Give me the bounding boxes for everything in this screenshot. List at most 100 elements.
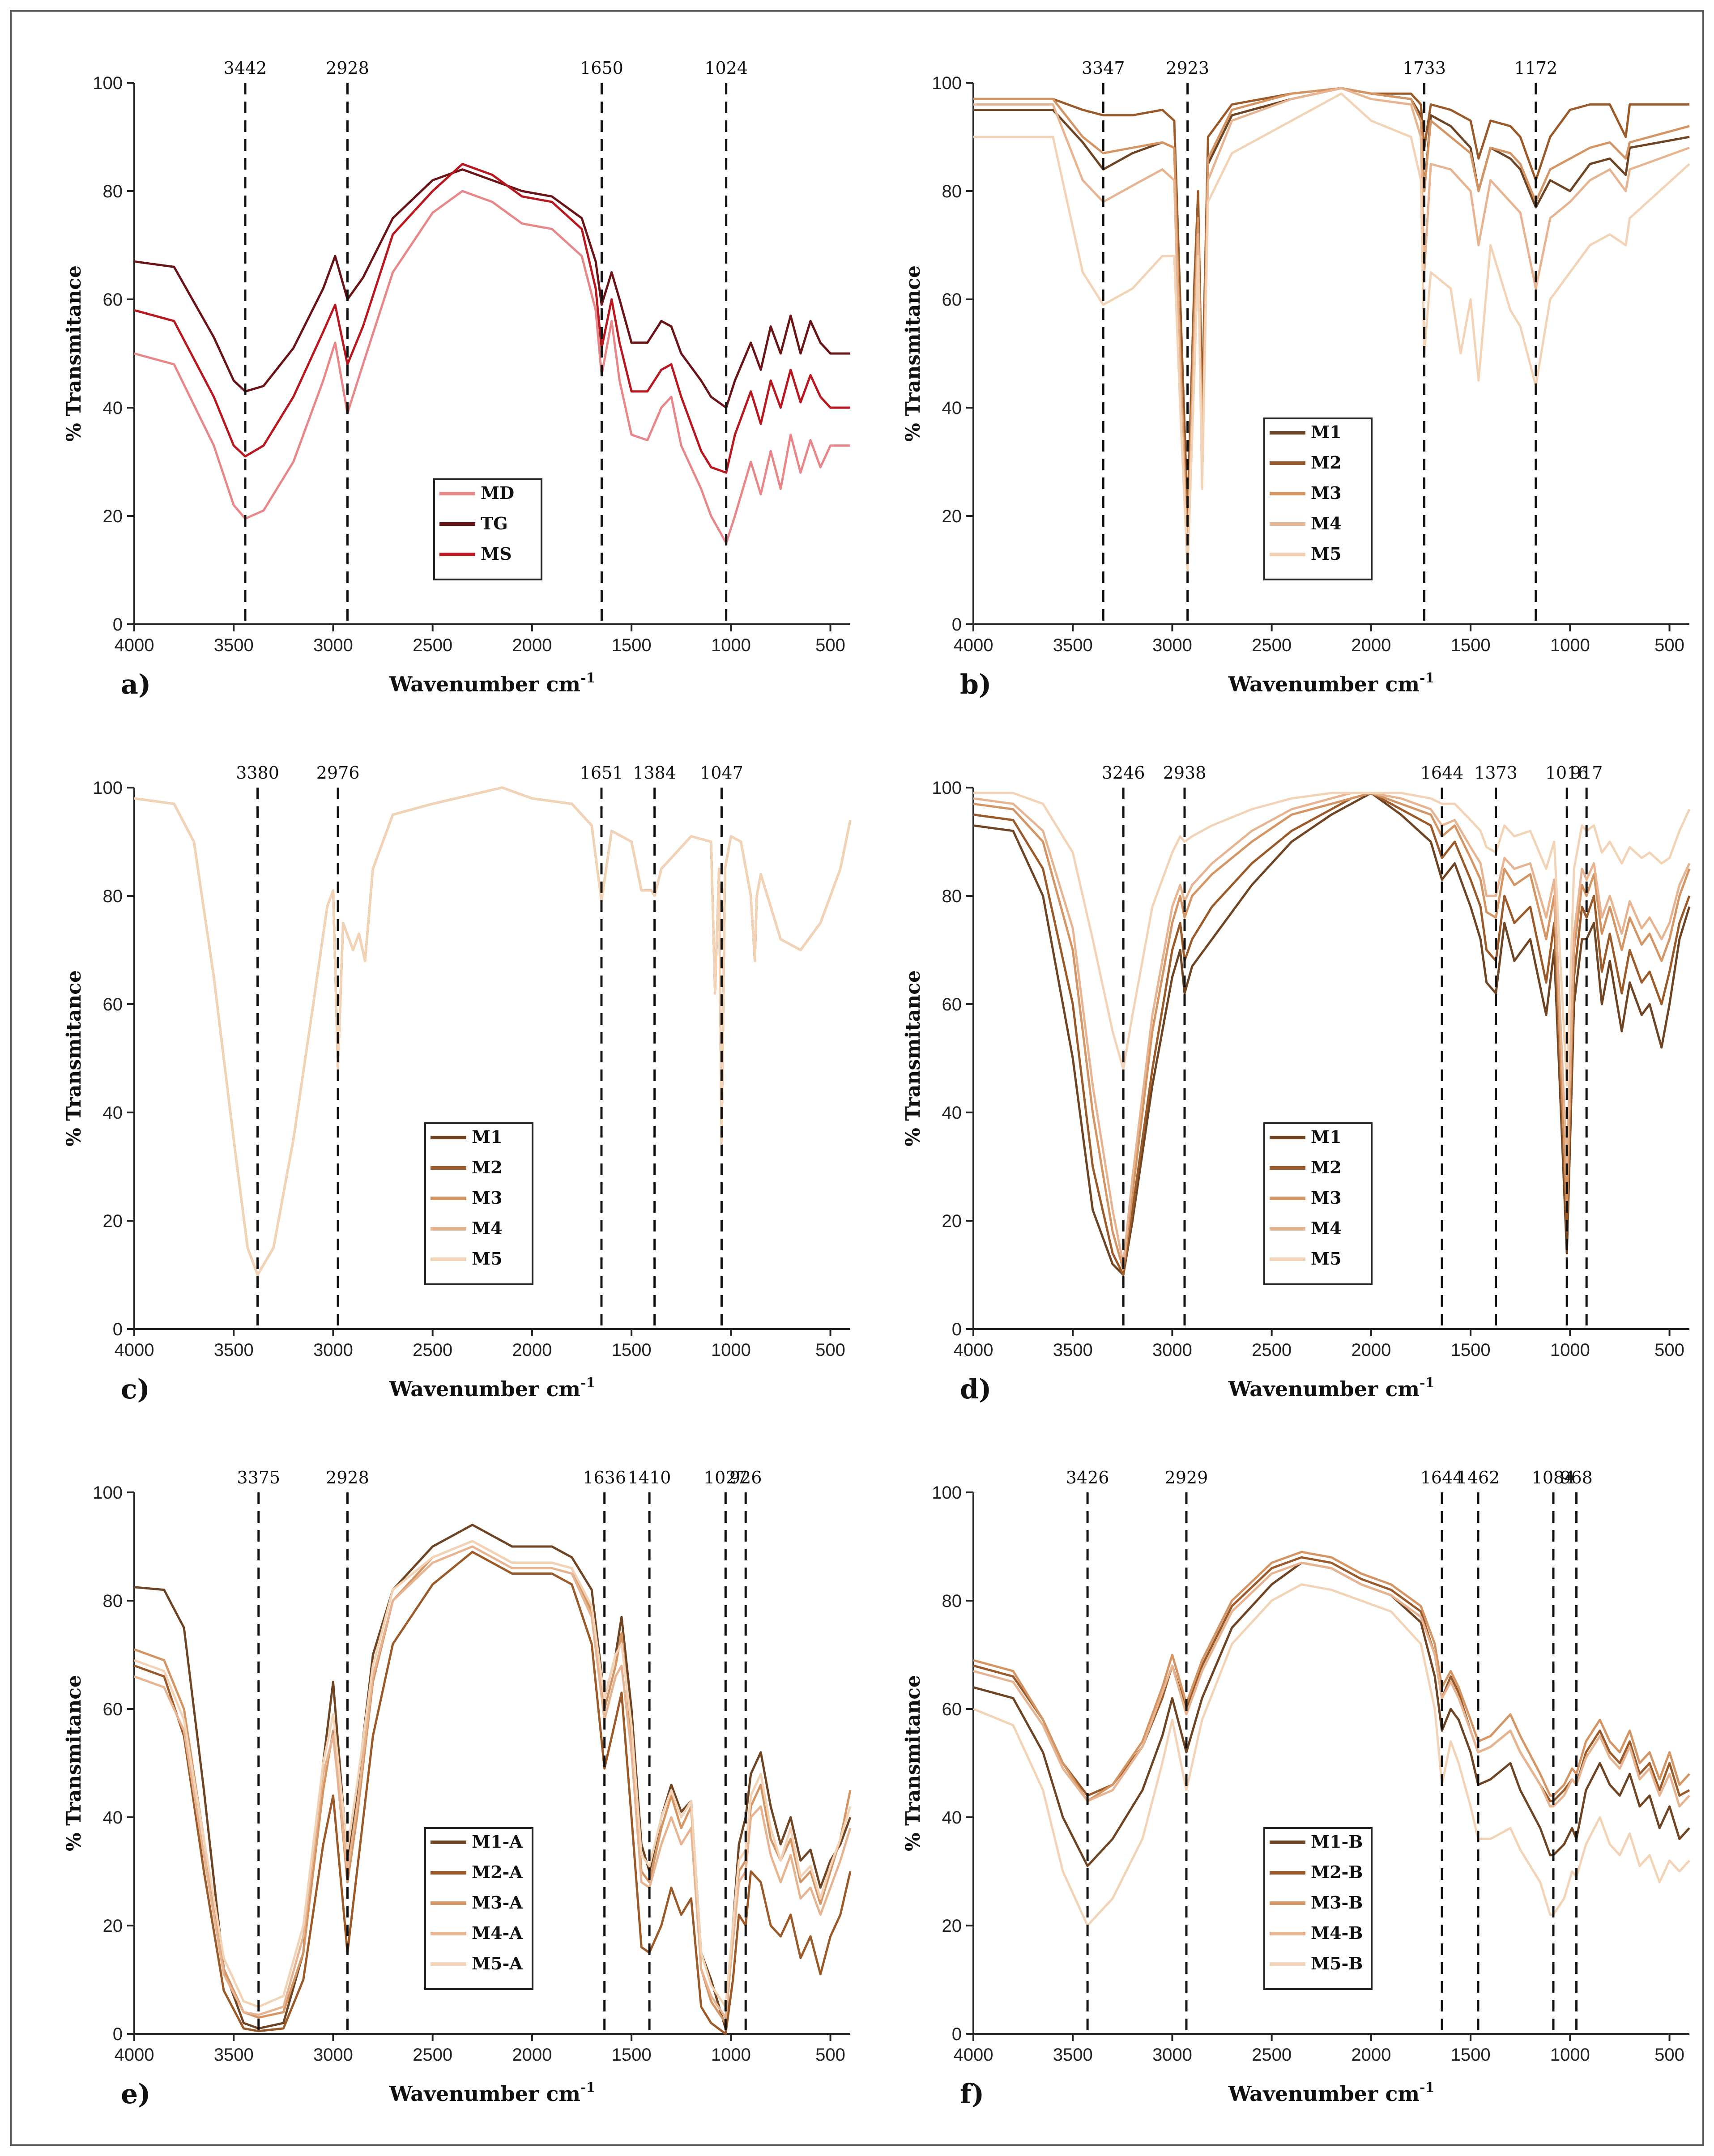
series-line-m1-b bbox=[973, 1561, 1690, 1867]
annotation-label: 2928 bbox=[326, 1468, 369, 1487]
legend-entry: M1 bbox=[1311, 422, 1342, 442]
panel-b: 0 20 40 60 80 100 4000 3500 3000 2500 2000 1500 1000… bbox=[902, 58, 1690, 700]
series-line-tg bbox=[134, 168, 850, 409]
x-tick-label: 500 bbox=[1654, 635, 1684, 655]
legend-entry: M3 bbox=[1311, 1188, 1342, 1208]
series-line-m2-a bbox=[134, 1551, 852, 2035]
series-line-m5 bbox=[973, 92, 1690, 571]
y-tick-label: 80 bbox=[942, 182, 962, 201]
x-tick-label: 500 bbox=[1654, 2045, 1684, 2065]
y-axis-title: % Transmitance bbox=[902, 970, 925, 1146]
annotation-label: 1650 bbox=[580, 58, 623, 78]
y-tick-label: 100 bbox=[93, 73, 123, 93]
panel-label: b) bbox=[960, 669, 991, 700]
y-tick-label: 0 bbox=[952, 2024, 962, 2044]
x-tick-label: 2000 bbox=[1351, 635, 1391, 655]
x-tick-label: 1500 bbox=[612, 2045, 652, 2065]
x-tick-label: 3000 bbox=[1152, 2045, 1192, 2065]
series-line-m3 bbox=[973, 792, 1691, 1271]
legend-entry: M5-A bbox=[472, 1953, 523, 1973]
x-tick-label: 1500 bbox=[612, 635, 652, 655]
annotation-label: 1733 bbox=[1403, 58, 1446, 78]
x-tick-label: 2500 bbox=[413, 1340, 452, 1360]
x-tick-label: 4000 bbox=[954, 2045, 993, 2065]
legend-entry: M1 bbox=[1311, 1127, 1342, 1147]
legend-entry: M2-B bbox=[1311, 1862, 1363, 1882]
y-tick-label: 100 bbox=[932, 778, 962, 798]
x-tick-label: 3000 bbox=[313, 635, 353, 655]
legend-entry: M2 bbox=[1311, 452, 1342, 473]
y-tick-label: 40 bbox=[103, 398, 123, 418]
panel-label: a) bbox=[121, 669, 151, 700]
y-tick-label: 0 bbox=[952, 1320, 962, 1339]
x-tick-label: 1000 bbox=[1550, 1340, 1590, 1360]
annotation-label: 1644 bbox=[1420, 763, 1464, 783]
x-axis-title: Wavenumber cm-1 bbox=[389, 1375, 596, 1401]
x-tick-label: 3500 bbox=[1053, 1340, 1093, 1360]
x-tick-label: 3500 bbox=[1053, 2045, 1093, 2065]
x-tick-label: 4000 bbox=[115, 1340, 154, 1360]
x-tick-label: 2000 bbox=[512, 2045, 552, 2065]
y-tick-label: 80 bbox=[103, 886, 123, 906]
legend-entry: M4 bbox=[1311, 513, 1342, 533]
y-tick-label: 40 bbox=[942, 398, 962, 418]
legend-entry: M4-A bbox=[472, 1923, 523, 1943]
annotation-label: 1644 bbox=[1420, 1468, 1464, 1487]
annotation-label: 3426 bbox=[1066, 1468, 1109, 1487]
legend-entry: M2-A bbox=[472, 1862, 523, 1882]
annotation-label: 3380 bbox=[236, 763, 279, 783]
series-line-m2-b bbox=[973, 1556, 1690, 1802]
panel-c: 0 20 40 60 80 100 4000 3500 3000 2500 2000 1500 1000… bbox=[63, 763, 852, 1405]
y-tick-label: 100 bbox=[932, 1483, 962, 1503]
annotation-label: 2929 bbox=[1165, 1468, 1208, 1487]
x-axis-title: Wavenumber cm-1 bbox=[389, 2080, 596, 2106]
legend-entry: M3-B bbox=[1311, 1892, 1363, 1913]
legend-entry: M4 bbox=[1311, 1218, 1342, 1238]
x-tick-label: 2500 bbox=[413, 635, 452, 655]
y-tick-label: 80 bbox=[103, 182, 123, 201]
x-axis-title-superscript: -1 bbox=[1420, 2080, 1434, 2096]
legend-entry: M2 bbox=[1311, 1157, 1342, 1177]
annotation-label: 2976 bbox=[316, 763, 360, 783]
legend-entry: M4 bbox=[472, 1218, 503, 1238]
x-tick-label: 3000 bbox=[1152, 635, 1192, 655]
x-tick-label: 1500 bbox=[612, 1340, 652, 1360]
x-axis-title-superscript: -1 bbox=[1420, 670, 1434, 686]
annotation-label: 1016 bbox=[1545, 763, 1589, 783]
x-tick-label: 1000 bbox=[711, 635, 751, 655]
series-line-m5 bbox=[973, 792, 1691, 1087]
x-tick-label: 1000 bbox=[711, 2045, 751, 2065]
x-tick-label: 4000 bbox=[115, 635, 154, 655]
x-axis-title-superscript: -1 bbox=[1420, 1375, 1434, 1391]
x-tick-label: 1500 bbox=[1451, 2045, 1491, 2065]
legend-entry: M3 bbox=[472, 1188, 503, 1208]
panel-label: f) bbox=[960, 2079, 984, 2110]
y-axis-title: % Transmitance bbox=[902, 265, 925, 442]
x-axis-title: Wavenumber cm-1 bbox=[389, 670, 596, 696]
x-tick-label: 1000 bbox=[1550, 2045, 1590, 2065]
legend-entry: M4-B bbox=[1311, 1923, 1363, 1943]
y-tick-label: 20 bbox=[942, 1916, 962, 1936]
y-tick-label: 60 bbox=[103, 290, 123, 310]
panel-e: 0 20 40 60 80 100 4000 3500 3000 2500 2000 1500 1000… bbox=[63, 1468, 852, 2110]
x-tick-label: 1500 bbox=[1451, 1340, 1491, 1360]
legend-entry: M5-B bbox=[1311, 1953, 1363, 1973]
x-tick-label: 500 bbox=[1654, 1340, 1684, 1360]
y-tick-label: 0 bbox=[113, 1320, 123, 1339]
annotation-label: 1373 bbox=[1474, 763, 1518, 783]
x-axis-title: Wavenumber cm-1 bbox=[1228, 670, 1435, 696]
panel-a: 0 20 40 60 80 100 4000 3500 3000 2500 2000 1500 1000… bbox=[63, 58, 850, 700]
panel-f: 0 20 40 60 80 100 4000 3500 3000 2500 2000 1500 1000… bbox=[902, 1468, 1690, 2110]
series-line-m3-b bbox=[973, 1551, 1690, 1802]
y-axis-title: % Transmitance bbox=[902, 1675, 925, 1851]
series-line-m5-b bbox=[973, 1583, 1690, 1927]
annotation-label: 1084 bbox=[1532, 1468, 1575, 1487]
x-tick-label: 1000 bbox=[711, 1340, 751, 1360]
x-tick-label: 2000 bbox=[1351, 2045, 1391, 2065]
series-line-m2 bbox=[973, 87, 1689, 517]
x-tick-label: 4000 bbox=[954, 635, 993, 655]
annotation-label: 3347 bbox=[1082, 58, 1125, 78]
x-tick-label: 4000 bbox=[115, 2045, 154, 2065]
legend-entry: TG bbox=[481, 513, 508, 533]
